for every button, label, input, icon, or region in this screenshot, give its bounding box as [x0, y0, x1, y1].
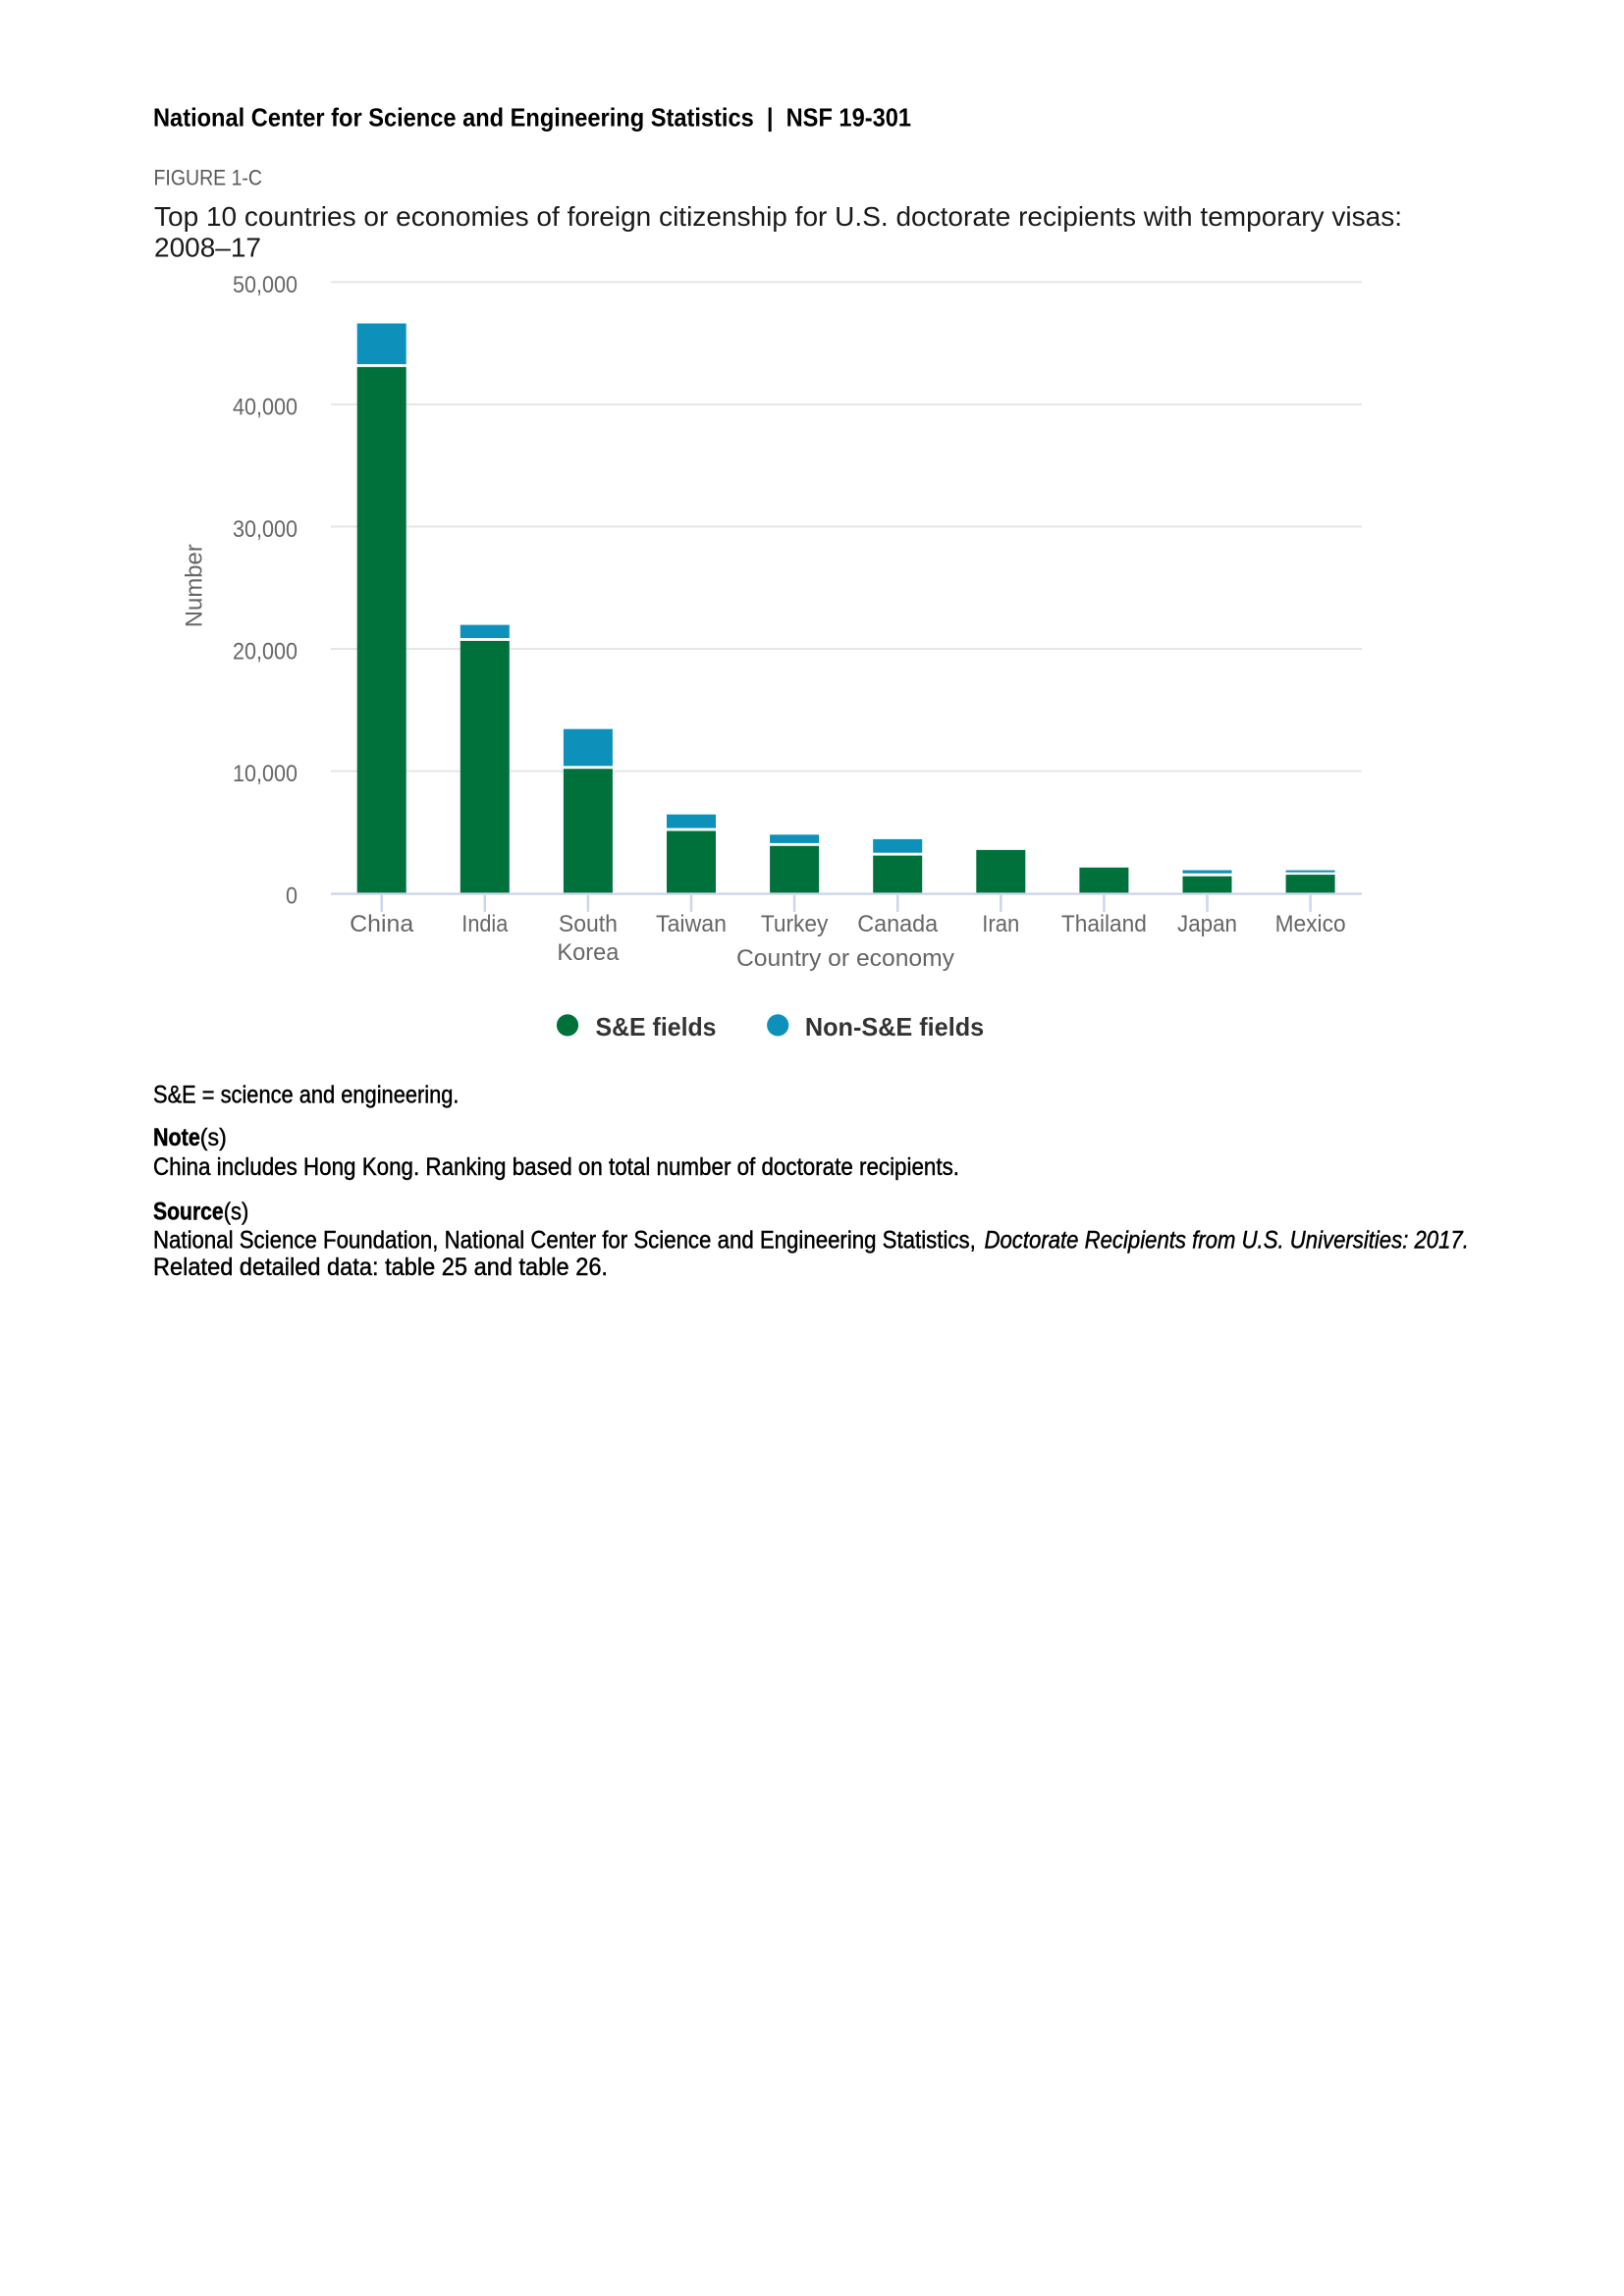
svg-text:S&E fields: S&E fields — [596, 1012, 717, 1041]
svg-text:10,000: 10,000 — [233, 761, 298, 787]
svg-text:0: 0 — [286, 883, 298, 910]
svg-text:Canada: Canada — [857, 911, 939, 937]
svg-text:(s): (s) — [224, 1199, 249, 1226]
svg-text:Country or economy: Country or economy — [736, 945, 954, 972]
svg-text:30,000: 30,000 — [233, 516, 298, 543]
svg-text:Note: Note — [153, 1124, 200, 1151]
svg-text:40,000: 40,000 — [233, 395, 298, 421]
svg-text:Related detailed data: table 2: Related detailed data: table 25 and tabl… — [153, 1254, 608, 1281]
svg-text:Top 10 countries or economies: Top 10 countries or economies of foreign… — [154, 201, 1402, 232]
svg-text:FIGURE 1-C: FIGURE 1-C — [154, 165, 263, 189]
svg-text:20,000: 20,000 — [233, 639, 298, 666]
svg-text:National Center for Science an: National Center for Science and Engineer… — [153, 102, 911, 132]
svg-text:2008–17: 2008–17 — [154, 233, 261, 263]
svg-text:Japan: Japan — [1177, 911, 1237, 937]
svg-text:National Science Foundation, N: National Science Foundation, National Ce… — [153, 1227, 976, 1255]
svg-text:Korea: Korea — [557, 939, 620, 966]
svg-text:Doctorate Recipients from U.S.: Doctorate Recipients from U.S. Universit… — [985, 1227, 1469, 1255]
svg-text:China: China — [350, 911, 414, 937]
svg-text:Mexico: Mexico — [1275, 911, 1346, 937]
svg-text:India: India — [461, 911, 509, 937]
svg-text:50,000: 50,000 — [233, 272, 298, 298]
svg-text:Thailand: Thailand — [1061, 911, 1147, 937]
svg-text:S&E = science and engineering.: S&E = science and engineering. — [153, 1081, 460, 1108]
svg-text:Taiwan: Taiwan — [656, 911, 727, 937]
svg-text:China includes Hong Kong. Rank: China includes Hong Kong. Ranking based … — [153, 1153, 959, 1181]
svg-text:(s): (s) — [200, 1124, 227, 1151]
svg-text:Turkey: Turkey — [761, 911, 829, 937]
svg-text:Number: Number — [182, 544, 208, 627]
svg-text:Non-S&E fields: Non-S&E fields — [805, 1012, 984, 1041]
svg-text:Iran: Iran — [982, 911, 1019, 937]
svg-text:South: South — [559, 911, 618, 937]
svg-text:Source: Source — [153, 1199, 224, 1226]
